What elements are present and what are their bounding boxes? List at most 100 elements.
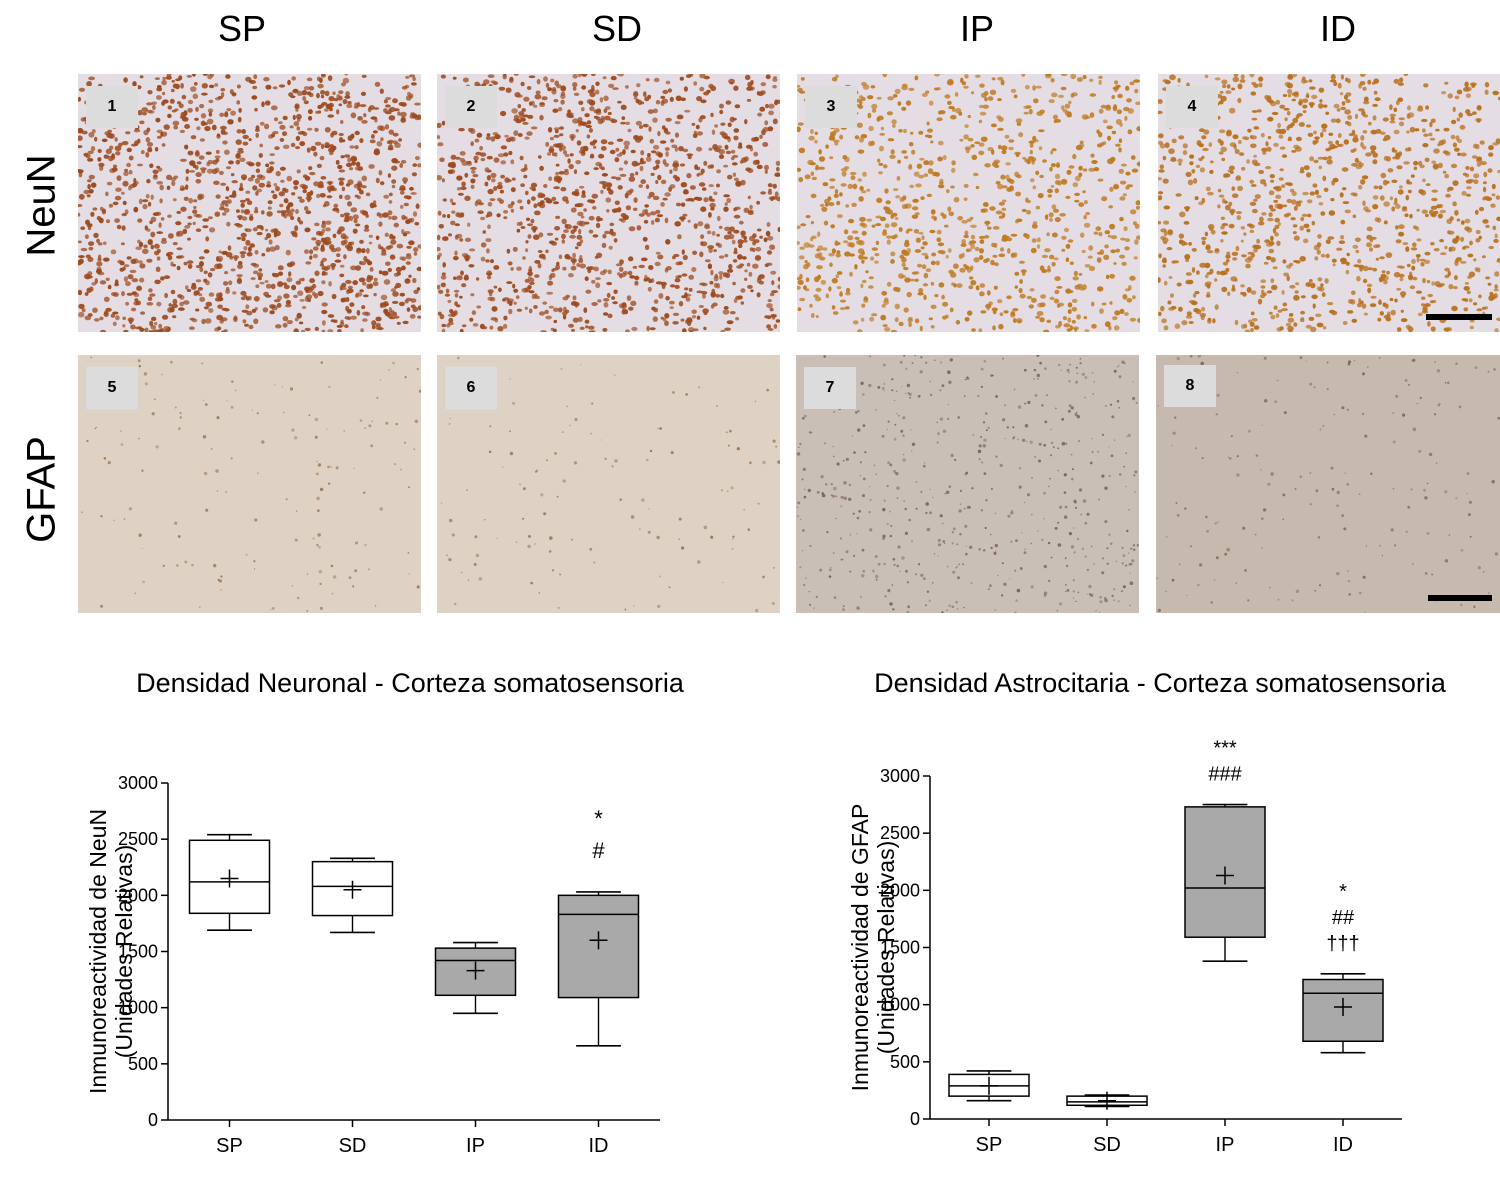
neuron-nucleus [402, 177, 408, 183]
astrocyte-speck [368, 568, 370, 571]
neuron-nucleus [1164, 142, 1170, 149]
neuron-nucleus [996, 115, 1002, 120]
neuron-nucleus [299, 183, 306, 188]
neuron-nucleus [901, 249, 908, 255]
neuron-nucleus [946, 189, 950, 194]
neuron-nucleus [1260, 285, 1266, 289]
neuron-nucleus [810, 237, 814, 242]
neuron-nucleus [155, 117, 161, 123]
astrocyte-speck [1125, 564, 1128, 567]
neuron-nucleus [1193, 178, 1198, 184]
neuron-nucleus [574, 246, 579, 250]
neuron-nucleus [371, 320, 377, 326]
neuron-nucleus [1253, 247, 1258, 253]
neuron-nucleus [613, 238, 618, 243]
neuron-nucleus [560, 91, 566, 97]
neuron-nucleus [614, 157, 620, 163]
neuron-nucleus [1497, 96, 1500, 101]
neuron-nucleus [648, 191, 655, 198]
neuron-nucleus [110, 313, 116, 318]
neuron-nucleus [1449, 246, 1456, 252]
neuron-nucleus [1469, 166, 1475, 172]
neuron-nucleus [1090, 153, 1095, 158]
neuron-nucleus [889, 154, 896, 159]
astrocyte-speck [722, 581, 724, 584]
neuron-nucleus [1282, 302, 1288, 307]
neuron-nucleus [1182, 143, 1188, 149]
neuron-nucleus [828, 202, 835, 207]
neuron-nucleus [178, 307, 185, 311]
neuron-nucleus [777, 276, 780, 282]
neuron-nucleus [316, 163, 322, 168]
astrocyte-speck [762, 460, 766, 465]
neuron-nucleus [336, 230, 342, 235]
neuron-nucleus [894, 88, 901, 94]
neuron-nucleus [1274, 224, 1280, 230]
neuron-nucleus [1258, 221, 1265, 226]
neuron-nucleus [1077, 283, 1083, 289]
neuron-nucleus [1482, 186, 1487, 193]
neuron-nucleus [87, 225, 92, 231]
neuron-nucleus [1135, 200, 1140, 206]
neuron-nucleus [395, 266, 402, 273]
neuron-nucleus [645, 156, 652, 162]
neuron-nucleus [682, 254, 688, 261]
neuron-nucleus [156, 87, 163, 92]
neuron-nucleus [1318, 87, 1325, 93]
neuron-nucleus [258, 182, 265, 188]
neuron-nucleus [1079, 287, 1086, 291]
neuron-nucleus [1327, 140, 1333, 145]
neuron-nucleus [1082, 168, 1088, 172]
neuron-nucleus [437, 175, 443, 181]
neuron-nucleus [1228, 165, 1235, 171]
neuron-nucleus [868, 276, 874, 280]
neuron-nucleus [1234, 149, 1240, 154]
astrocyte-speck [473, 563, 477, 566]
neuron-nucleus [1097, 178, 1104, 182]
neuron-nucleus [799, 246, 805, 250]
neuron-nucleus [1424, 251, 1431, 256]
neuron-nucleus [1273, 199, 1279, 203]
neuron-nucleus [1271, 284, 1278, 290]
neuron-nucleus [1401, 294, 1405, 298]
neuron-nucleus [567, 109, 571, 113]
neuron-nucleus [1424, 303, 1431, 307]
astrocyte-speck [330, 466, 332, 468]
neuron-nucleus [372, 281, 379, 287]
neuron-nucleus [1448, 284, 1454, 290]
neuron-nucleus [545, 141, 550, 147]
neuron-nucleus [863, 296, 868, 301]
neuron-nucleus [1067, 239, 1074, 243]
neuron-nucleus [1330, 198, 1335, 202]
neuron-nucleus [834, 188, 839, 195]
neuron-nucleus [1008, 146, 1014, 151]
neuron-nucleus [1446, 187, 1450, 193]
neuron-nucleus [1419, 258, 1426, 262]
neuron-nucleus [1399, 77, 1404, 83]
neuron-nucleus [332, 91, 336, 95]
astrocyte-speck [306, 610, 309, 612]
neuron-nucleus [797, 167, 802, 172]
neuron-nucleus [320, 90, 326, 95]
astrocyte-speck [906, 383, 911, 388]
neuron-nucleus [1479, 140, 1485, 145]
neuron-nucleus [122, 324, 126, 328]
neuron-nucleus [958, 253, 963, 259]
neuron-nucleus [154, 147, 159, 152]
neuron-nucleus [1278, 177, 1284, 181]
neuron-nucleus [840, 168, 848, 172]
neuron-nucleus [702, 308, 709, 314]
neuron-nucleus [1018, 260, 1025, 264]
astrocyte-speck [540, 493, 544, 497]
neuron-nucleus [404, 279, 411, 284]
neuron-nucleus [238, 216, 242, 221]
neuron-nucleus [131, 307, 137, 312]
astrocyte-speck [484, 519, 486, 521]
neuron-nucleus [1308, 79, 1313, 83]
neuron-nucleus [997, 76, 1004, 81]
neuron-nucleus [473, 155, 479, 161]
neuron-nucleus [1331, 258, 1337, 263]
neuron-nucleus [918, 288, 924, 293]
neuron-nucleus [724, 253, 729, 258]
neuron-nucleus [216, 134, 221, 139]
